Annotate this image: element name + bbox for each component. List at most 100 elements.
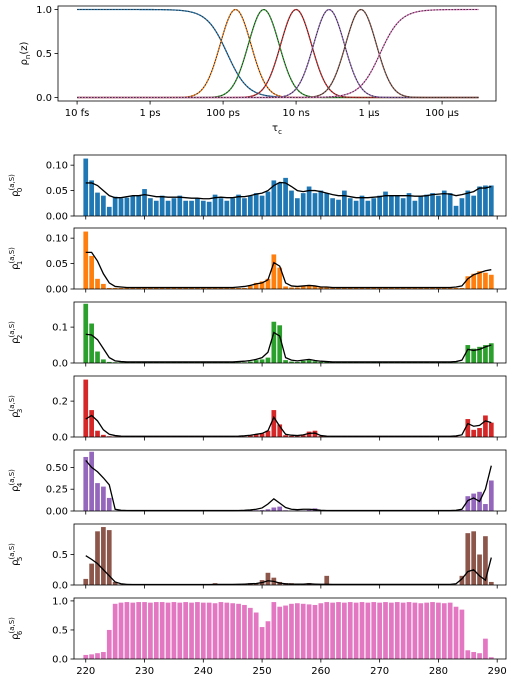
bar-6-11 bbox=[148, 602, 153, 659]
bar-1-39 bbox=[312, 286, 318, 289]
top-x-tick-label-0: 10 fs bbox=[65, 108, 90, 119]
bar-0-49 bbox=[371, 198, 377, 216]
bar-0-4 bbox=[106, 206, 112, 216]
y-tick-label-2-1: 0.1 bbox=[52, 323, 68, 334]
bar-4-1 bbox=[89, 451, 94, 511]
bar-2-28 bbox=[247, 361, 253, 363]
y-tick-label-6-0: 0.0 bbox=[52, 655, 68, 666]
bar-0-52 bbox=[389, 195, 394, 216]
bar-1-35 bbox=[289, 287, 294, 289]
bar-1-24 bbox=[224, 287, 230, 289]
bar-0-16 bbox=[177, 195, 183, 216]
bar-6-63 bbox=[453, 606, 459, 659]
bar-0-2 bbox=[95, 192, 100, 216]
series-line-3 bbox=[77, 8, 479, 99]
bar-2-0 bbox=[83, 303, 89, 363]
panel-2: 0.0 0.1 ρ(a,S)2 bbox=[8, 301, 507, 370]
bar-2-40 bbox=[318, 361, 324, 363]
bar-6-45 bbox=[347, 602, 353, 659]
bar-1-13 bbox=[159, 287, 165, 289]
y-tick-label-4-0: 0.00 bbox=[46, 507, 68, 518]
bar-1-21 bbox=[206, 287, 212, 289]
panel-label-group-3: ρ(a,S)3 bbox=[8, 395, 24, 418]
bar-0-62 bbox=[447, 193, 453, 217]
bar-1-46 bbox=[353, 287, 359, 289]
top-x-tick-label-5: 100 μs bbox=[425, 108, 459, 119]
bar-6-50 bbox=[377, 602, 382, 659]
bar-1-54 bbox=[400, 287, 406, 289]
x-tick-label-2: 240 bbox=[194, 666, 213, 677]
trend-line-0 bbox=[85, 181, 492, 200]
panel-label-group-1: ρ(a,S)1 bbox=[8, 247, 24, 270]
bar-1-1 bbox=[89, 255, 94, 289]
bar-6-29 bbox=[253, 612, 259, 659]
bar-2-31 bbox=[265, 357, 271, 363]
bar-1-49 bbox=[371, 287, 377, 289]
bar-3-30 bbox=[259, 433, 265, 437]
bar-0-34 bbox=[283, 177, 288, 217]
top-x-axis-label: τc bbox=[272, 123, 282, 136]
bar-3-1 bbox=[89, 410, 94, 437]
bar-0-60 bbox=[436, 195, 441, 216]
bar-1-45 bbox=[347, 287, 353, 289]
bar-1-5 bbox=[112, 287, 118, 289]
bar-1-14 bbox=[165, 287, 171, 289]
bar-5-0 bbox=[83, 578, 89, 585]
bar-0-44 bbox=[342, 190, 347, 216]
bar-6-65 bbox=[465, 650, 471, 659]
bar-6-47 bbox=[359, 602, 365, 659]
bar-6-21 bbox=[206, 602, 212, 659]
bar-2-68 bbox=[483, 345, 488, 363]
bar-3-40 bbox=[318, 436, 324, 437]
panel-label-group-2: ρ(a,S)2 bbox=[8, 321, 24, 344]
bar-6-55 bbox=[406, 602, 412, 659]
bar-3-69 bbox=[488, 422, 494, 437]
bar-3-38 bbox=[306, 431, 312, 437]
bar-2-67 bbox=[477, 346, 482, 363]
bar-1-69 bbox=[488, 274, 494, 289]
x-tick-label-3: 250 bbox=[253, 666, 272, 677]
bar-6-42 bbox=[330, 602, 335, 659]
top-x-tick-label-3: 10 ns bbox=[282, 108, 309, 119]
bar-0-61 bbox=[441, 190, 447, 216]
bar-3-66 bbox=[471, 429, 477, 437]
bar-6-12 bbox=[153, 602, 159, 659]
bar-1-65 bbox=[465, 276, 471, 289]
bar-0-45 bbox=[347, 198, 353, 216]
bar-6-19 bbox=[195, 602, 200, 659]
bar-0-58 bbox=[424, 194, 429, 216]
bar-1-26 bbox=[236, 287, 241, 289]
bar-2-2 bbox=[95, 351, 100, 363]
bar-0-38 bbox=[306, 186, 312, 216]
bar-1-44 bbox=[342, 287, 347, 289]
bar-0-18 bbox=[189, 200, 194, 216]
bar-6-54 bbox=[400, 602, 406, 659]
bar-2-65 bbox=[465, 345, 471, 363]
bar-2-37 bbox=[300, 360, 306, 363]
bar-2-1 bbox=[89, 323, 94, 363]
bar-0-32 bbox=[271, 180, 277, 216]
y-tick-label-1-0: 0.00 bbox=[46, 285, 68, 296]
panel-4: 0.00 0.25 0.50 ρ(a,S)4 bbox=[8, 449, 507, 518]
bar-3-65 bbox=[465, 419, 471, 437]
bar-4-2 bbox=[95, 483, 100, 511]
bar-6-0 bbox=[83, 654, 89, 659]
trend-line-2 bbox=[85, 331, 492, 363]
y-tick-label-4-1: 0.25 bbox=[46, 485, 68, 496]
bar-6-5 bbox=[112, 603, 118, 659]
bar-5-41 bbox=[324, 575, 330, 585]
bar-0-50 bbox=[377, 195, 382, 216]
bar-4-65 bbox=[465, 496, 471, 511]
bar-0-1 bbox=[89, 180, 94, 216]
panel-1: 0.00 0.05 0.10 ρ(a,S)1 bbox=[8, 227, 507, 296]
bar-6-48 bbox=[365, 602, 371, 659]
y-tick-label-2-0: 0.0 bbox=[52, 359, 68, 370]
bar-3-35 bbox=[289, 435, 294, 437]
bar-6-27 bbox=[242, 604, 247, 659]
bar-1-57 bbox=[418, 287, 424, 289]
bar-1-3 bbox=[101, 283, 106, 289]
bar-5-69 bbox=[488, 581, 494, 585]
bar-6-40 bbox=[318, 603, 324, 659]
bar-0-13 bbox=[159, 195, 165, 216]
bar-0-6 bbox=[118, 198, 124, 216]
